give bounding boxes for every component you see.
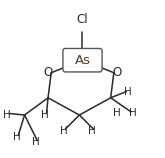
Text: Cl: Cl: [77, 13, 88, 26]
Text: O: O: [43, 66, 53, 79]
Text: O: O: [112, 66, 122, 79]
Text: H: H: [41, 110, 49, 120]
Text: H: H: [13, 132, 21, 142]
Text: H: H: [3, 110, 11, 120]
Text: H: H: [60, 126, 68, 136]
Text: H: H: [113, 108, 121, 118]
Text: As: As: [75, 54, 90, 67]
Text: H: H: [32, 137, 39, 147]
Text: H: H: [124, 87, 132, 97]
FancyBboxPatch shape: [63, 49, 102, 72]
Text: H: H: [129, 108, 136, 118]
Text: H: H: [88, 126, 96, 136]
